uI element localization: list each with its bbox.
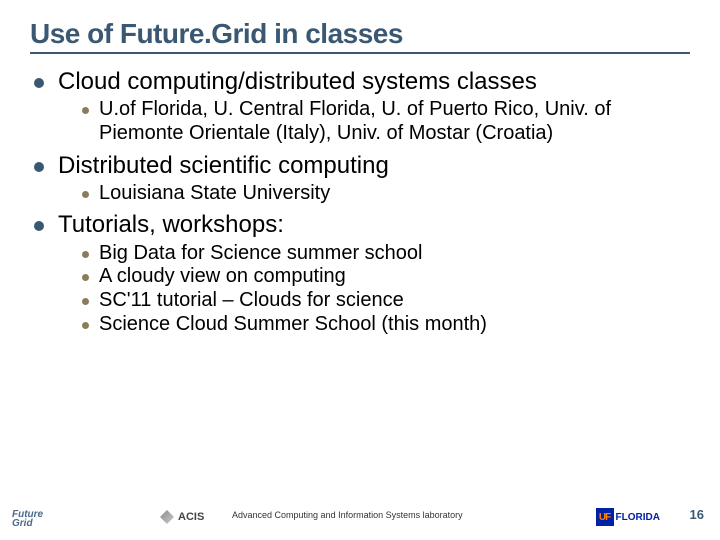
bullet-l1: Tutorials, workshops:: [34, 211, 690, 239]
bullet-dot-l2: [82, 322, 89, 329]
bullet-dot-l2: [82, 191, 89, 198]
bullet-text: Big Data for Science summer school: [99, 242, 422, 266]
bullet-l2: SC'11 tutorial – Clouds for science: [82, 289, 690, 313]
uf-logo: UF FLORIDA: [596, 508, 660, 526]
slide: Use of Future.Grid in classes Cloud comp…: [0, 0, 720, 540]
bullet-l2: Science Cloud Summer School (this month): [82, 313, 690, 337]
bullet-l1: Cloud computing/distributed systems clas…: [34, 68, 690, 96]
uf-label: FLORIDA: [616, 512, 660, 523]
bullet-text: Cloud computing/distributed systems clas…: [58, 68, 537, 96]
bullet-l2: Louisiana State University: [82, 182, 690, 206]
bullet-dot-l2: [82, 298, 89, 305]
bullet-l1: Distributed scientific computing: [34, 152, 690, 180]
bullet-dot-l1: [34, 78, 44, 88]
futuregrid-logo: Future Grid: [12, 510, 43, 528]
bullet-dot-l2: [82, 274, 89, 281]
slide-title: Use of Future.Grid in classes: [30, 18, 690, 50]
bullet-dot-l1: [34, 221, 44, 231]
sub-bullet-group: Big Data for Science summer school A clo…: [82, 242, 690, 336]
bullet-text: U.of Florida, U. Central Florida, U. of …: [99, 98, 690, 145]
acis-label: ACIS: [178, 511, 204, 523]
bullet-dot-l2: [82, 251, 89, 258]
bullet-dot-l2: [82, 107, 89, 114]
bullet-dot-l1: [34, 162, 44, 172]
bullet-text: Louisiana State University: [99, 182, 330, 206]
sub-bullet-group: U.of Florida, U. Central Florida, U. of …: [82, 98, 690, 145]
bullet-l2: A cloudy view on computing: [82, 265, 690, 289]
bullet-l2: U.of Florida, U. Central Florida, U. of …: [82, 98, 690, 145]
bullet-text: SC'11 tutorial – Clouds for science: [99, 289, 404, 313]
footer-lab-text: Advanced Computing and Information Syste…: [232, 510, 463, 520]
bullet-text: Science Cloud Summer School (this month): [99, 313, 487, 337]
bullet-l2: Big Data for Science summer school: [82, 242, 690, 266]
bullet-text: Distributed scientific computing: [58, 152, 389, 180]
sub-bullet-group: Louisiana State University: [82, 182, 690, 206]
uf-mark: UF: [596, 508, 614, 526]
footer: Future Grid ACIS Advanced Computing and …: [0, 494, 720, 530]
bullet-text: Tutorials, workshops:: [58, 211, 284, 239]
title-underline: [30, 52, 690, 54]
bullet-text: A cloudy view on computing: [99, 265, 346, 289]
acis-mark-icon: [160, 510, 174, 524]
content-body: Cloud computing/distributed systems clas…: [30, 68, 690, 336]
page-number: 16: [690, 507, 704, 522]
acis-logo: ACIS: [160, 510, 204, 524]
futuregrid-logo-line2: Grid: [12, 518, 33, 529]
